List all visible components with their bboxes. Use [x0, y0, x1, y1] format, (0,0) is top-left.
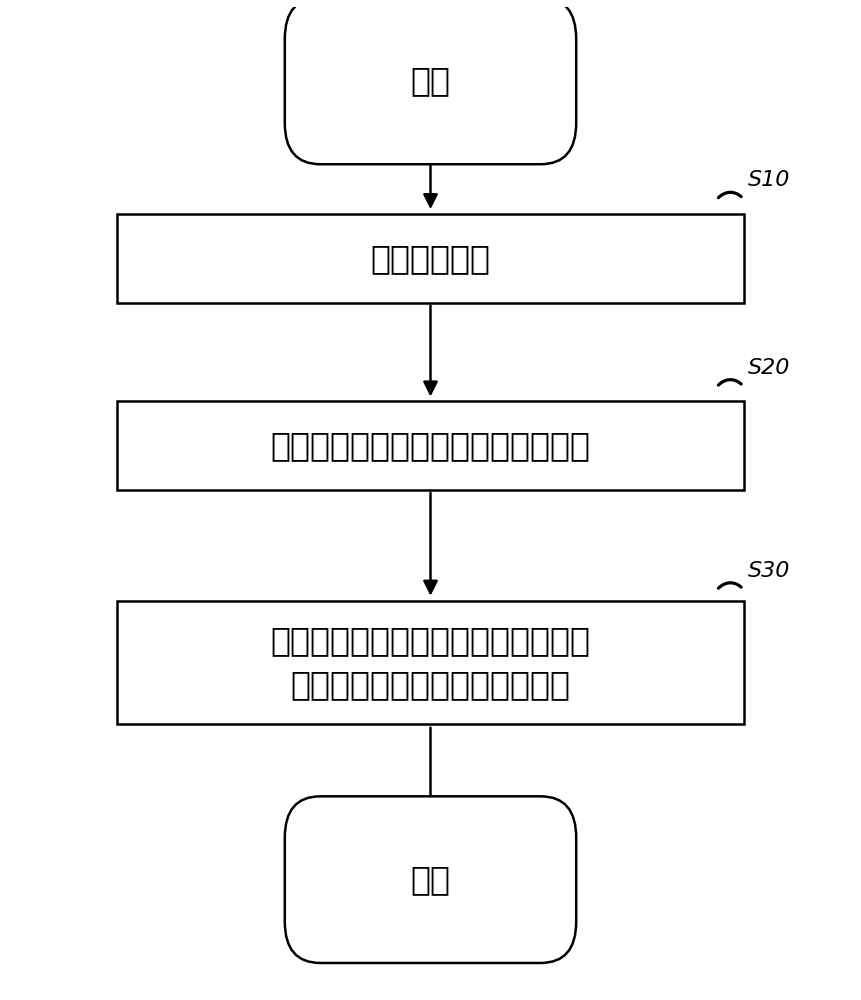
Bar [117, 214, 744, 303]
Text: 定义一个接口: 定义一个接口 [370, 242, 491, 275]
Text: S30: S30 [748, 561, 790, 581]
Text: 在接口中定义所需扩展的属性和方法: 在接口中定义所需扩展的属性和方法 [270, 429, 591, 462]
Text: S20: S20 [748, 358, 790, 378]
FancyBboxPatch shape [285, 0, 576, 164]
FancyBboxPatch shape [285, 796, 576, 963]
Text: S10: S10 [748, 170, 790, 190]
Bar [117, 401, 744, 490]
Text: 实现接口以使得多个自定义控件可对
扩展的属性和方法进行批量处理: 实现接口以使得多个自定义控件可对 扩展的属性和方法进行批量处理 [270, 625, 591, 701]
Text: 开始: 开始 [411, 64, 450, 97]
Bar [117, 601, 744, 724]
Text: 结束: 结束 [411, 863, 450, 896]
